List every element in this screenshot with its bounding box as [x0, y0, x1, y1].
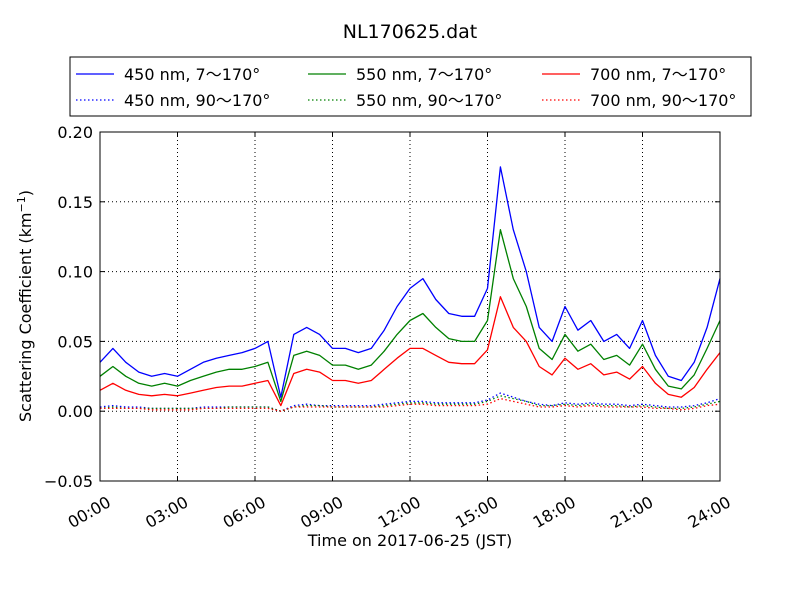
y-axis-label-close: ): [16, 190, 35, 196]
grid-lines: [100, 132, 720, 481]
y-axis-label: Scattering Coefficient (km−1): [15, 190, 35, 422]
legend: 450 nm, 7～170° 450 nm, 90～170° 550 nm, 7～1…: [69, 56, 752, 117]
y-tick-label: 0.20: [57, 123, 93, 142]
series-line: [99, 166, 721, 398]
legend-label: 450 nm, 90～170°: [124, 91, 270, 110]
legend-label: 550 nm, 7～170°: [356, 65, 492, 84]
series-layer: [99, 166, 721, 412]
legend-label: 550 nm, 90～170°: [356, 91, 502, 110]
legend-frame: [69, 56, 752, 117]
series-line: [99, 392, 721, 412]
y-axis-label-main: Scattering Coefficient (km: [16, 212, 35, 422]
y-tick-label: 0.00: [57, 402, 93, 421]
series-line: [100, 397, 721, 412]
y-tick-label: −0.05: [44, 472, 93, 491]
legend-label: 700 nm, 7～170°: [590, 65, 726, 84]
y-tick-label: 0.10: [57, 263, 93, 282]
y-tick-label: 0.15: [57, 193, 93, 212]
legend-label: 700 nm, 90～170°: [590, 91, 736, 110]
chart-title: NL170625.dat: [343, 21, 478, 43]
y-tick-label: 0.05: [57, 332, 93, 351]
series-line: [99, 229, 721, 403]
plot-area: [100, 132, 720, 481]
x-axis-label: Time on 2017-06-25 (JST): [307, 531, 512, 550]
axis-ticks: [99, 131, 721, 482]
series-line: [99, 296, 721, 407]
legend-label: 450 nm, 7～170°: [124, 65, 260, 84]
y-axis-label-superscript: −1: [15, 196, 28, 212]
